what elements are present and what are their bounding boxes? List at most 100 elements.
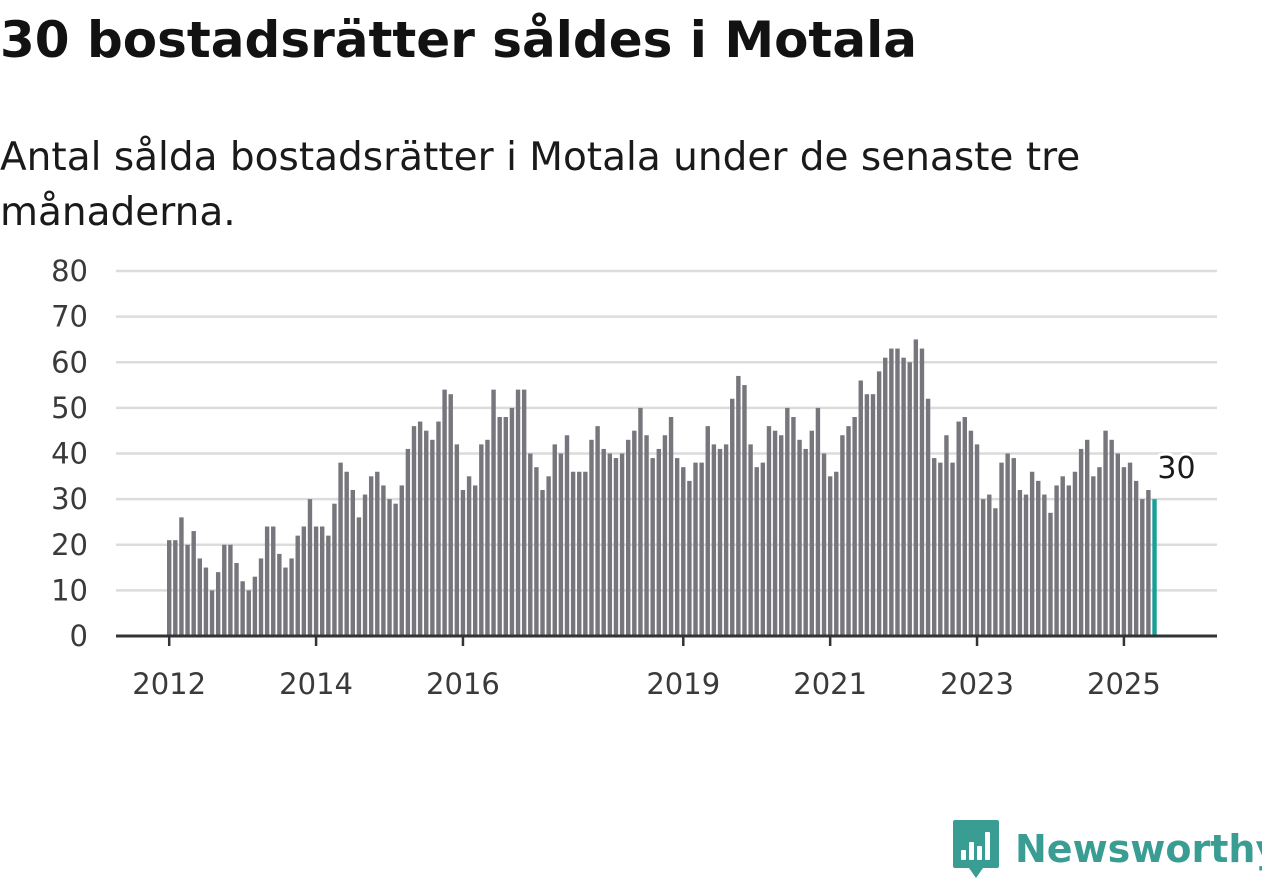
x-axis — [116, 634, 1217, 646]
bar — [913, 339, 919, 636]
value-labels: 30 — [1154, 448, 1198, 489]
bar — [448, 394, 453, 636]
bar — [748, 444, 753, 637]
bar — [932, 458, 937, 636]
bar — [827, 476, 833, 636]
bar — [1078, 448, 1084, 636]
x-axis-tick-labels: 2012 2014 2016 2019 2021 2023 2025 — [132, 667, 1161, 701]
bar — [1103, 430, 1108, 636]
bar — [650, 458, 655, 636]
bar — [228, 544, 233, 636]
bar — [209, 590, 215, 637]
bar — [197, 558, 202, 636]
bar — [785, 407, 790, 637]
x-tick-label-2014: 2014 — [279, 667, 353, 701]
bar — [662, 435, 668, 636]
bar — [1085, 439, 1090, 636]
bar — [215, 572, 221, 637]
bar — [277, 553, 282, 637]
bar — [387, 499, 392, 637]
bar — [987, 494, 992, 636]
bar — [1017, 490, 1023, 636]
bar — [791, 417, 796, 636]
bar — [852, 417, 857, 636]
bar — [925, 398, 931, 636]
bar — [570, 471, 576, 636]
bar — [185, 544, 190, 636]
bar — [1036, 480, 1041, 637]
bar — [460, 490, 466, 636]
newsworthy-logo: Newsworthy — [951, 818, 1262, 880]
bar — [803, 448, 808, 636]
bar — [258, 558, 264, 636]
x-tick-label-2012: 2012 — [132, 667, 206, 701]
bar — [797, 439, 802, 636]
y-tick-label-20: 20 — [51, 528, 88, 562]
bar — [405, 448, 411, 636]
bar — [1121, 467, 1127, 636]
bar — [289, 558, 294, 636]
bar — [846, 426, 851, 637]
bar — [1060, 476, 1065, 636]
bar — [326, 535, 331, 637]
bar — [454, 444, 460, 637]
bar — [956, 421, 961, 636]
bar — [320, 526, 325, 636]
bar — [766, 426, 772, 637]
bar — [883, 357, 888, 636]
bar — [895, 348, 900, 636]
bar — [693, 462, 698, 637]
bar — [711, 444, 717, 637]
bar — [1066, 485, 1072, 636]
bar — [1042, 494, 1047, 636]
bar — [717, 448, 723, 636]
bar — [681, 467, 686, 636]
bar — [705, 426, 710, 637]
bar — [1005, 453, 1010, 636]
bar — [167, 540, 172, 636]
bar — [558, 453, 564, 636]
y-tick-label-40: 40 — [51, 437, 88, 471]
bar — [1072, 471, 1078, 636]
bar — [534, 467, 539, 636]
bar — [772, 430, 778, 636]
y-tick-label-80: 80 — [51, 254, 88, 288]
bar — [1029, 471, 1035, 636]
bar — [552, 444, 557, 637]
value-label-latest: 30 — [1157, 451, 1195, 486]
bar — [381, 485, 386, 636]
bar — [589, 439, 594, 636]
bar — [840, 435, 845, 636]
bar — [834, 471, 839, 636]
bar — [595, 426, 600, 637]
y-tick-label-0: 0 — [70, 619, 88, 653]
y-tick-label-30: 30 — [51, 482, 88, 516]
bar — [1054, 485, 1059, 636]
bar — [974, 444, 980, 637]
bar-highlight — [1152, 499, 1157, 637]
bar — [442, 389, 447, 637]
y-tick-label-10: 10 — [51, 573, 88, 607]
bar — [1091, 476, 1096, 636]
bar — [509, 407, 515, 637]
bar — [950, 462, 955, 637]
bar — [760, 462, 766, 637]
bar — [638, 407, 643, 637]
bar — [864, 394, 870, 636]
bar — [479, 444, 484, 637]
bar — [515, 389, 521, 637]
bar — [1146, 490, 1151, 636]
bar — [754, 467, 759, 636]
bar — [246, 590, 251, 637]
bar — [779, 435, 784, 636]
bar — [583, 471, 588, 636]
bar — [356, 517, 362, 637]
bar — [497, 417, 502, 636]
bar — [1115, 453, 1120, 636]
bar — [417, 421, 423, 636]
bar — [191, 531, 196, 636]
bar — [993, 508, 998, 636]
bar — [919, 348, 925, 636]
bar — [674, 458, 680, 636]
